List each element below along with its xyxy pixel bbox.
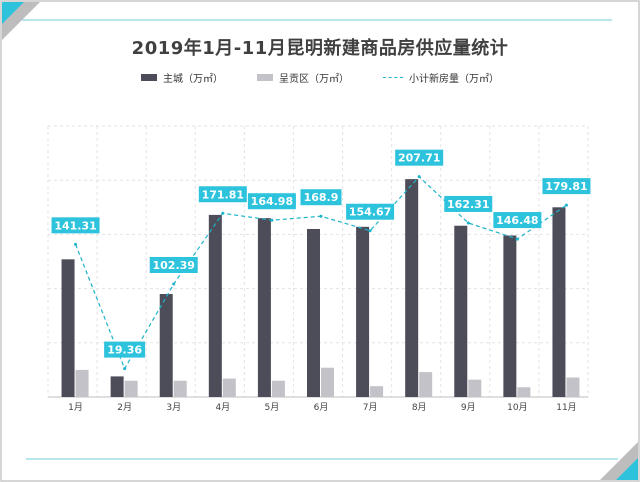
- data-label-box: [149, 256, 198, 273]
- data-label-box: [300, 189, 342, 206]
- data-label-box: [493, 212, 542, 229]
- bar-main-city: [208, 214, 222, 397]
- bar-main-city: [405, 179, 419, 397]
- bar-chenggong: [124, 380, 138, 397]
- data-label-box: [247, 193, 296, 210]
- bar-chenggong: [370, 386, 384, 397]
- bar-chenggong: [468, 379, 482, 397]
- data-label-box: [51, 217, 100, 234]
- data-label-box: [395, 149, 444, 166]
- data-label-box: [542, 178, 591, 195]
- data-label: 207.71: [398, 152, 440, 165]
- data-label: 162.31: [447, 198, 489, 211]
- point-subtotal: [172, 282, 176, 286]
- corner-decoration-bottom-right-accent: [616, 458, 638, 480]
- legend-swatch-subtotal: [383, 77, 403, 78]
- point-subtotal: [466, 221, 470, 225]
- data-label: 154.67: [349, 206, 391, 219]
- point-subtotal: [564, 203, 568, 207]
- data-label: 19.36: [107, 344, 142, 357]
- x-tick-label: 5月: [265, 402, 280, 413]
- bar-main-city: [503, 235, 517, 397]
- legend-swatch-main-city: [141, 74, 157, 81]
- bar-main-city: [356, 226, 370, 397]
- bar-chenggong: [271, 380, 285, 397]
- legend-item-main-city: 主城（万㎡）: [141, 70, 223, 85]
- legend-swatch-chenggong: [257, 74, 273, 81]
- data-label: 171.81: [202, 188, 244, 201]
- point-subtotal: [221, 211, 225, 215]
- data-label-box: [198, 186, 247, 203]
- chart-title: 2019年1月-11月昆明新建商品房供应量统计: [131, 38, 509, 59]
- bar-chenggong: [566, 377, 580, 397]
- point-subtotal: [319, 214, 323, 218]
- point-subtotal: [368, 229, 372, 233]
- corner-decoration-top-left-accent: [2, 2, 24, 24]
- bar-chenggong: [321, 367, 334, 397]
- bar-main-city: [454, 225, 468, 397]
- line-subtotal: [74, 175, 567, 370]
- data-label: 141.31: [54, 219, 96, 232]
- legend-label-subtotal: 小计新房量（万㎡）: [409, 74, 499, 85]
- data-label: 102.39: [153, 259, 195, 272]
- point-subtotal: [74, 242, 78, 246]
- legend-label-chenggong: 呈贡区（万㎡）: [279, 74, 349, 85]
- x-tick-label: 1月: [68, 402, 83, 413]
- bar-main-city: [159, 294, 173, 397]
- x-tick-label: 7月: [363, 402, 378, 413]
- legend-item-subtotal: 小计新房量（万㎡）: [383, 70, 499, 85]
- bar-main-city: [552, 207, 566, 397]
- bar-chenggong: [419, 372, 433, 397]
- point-subtotal: [270, 218, 274, 222]
- data-label: 179.81: [545, 180, 587, 193]
- data-label-box: [104, 341, 146, 358]
- data-label-box: [346, 203, 395, 220]
- legend-item-chenggong: 呈贡区（万㎡）: [257, 70, 349, 85]
- chart-legend: 主城（万㎡） 呈贡区（万㎡） 小计新房量（万㎡）: [0, 70, 640, 85]
- x-tick-label: 8月: [412, 402, 427, 413]
- x-tick-label: 3月: [166, 402, 181, 413]
- bar-chenggong: [517, 387, 531, 397]
- point-subtotal: [417, 175, 421, 179]
- data-label-box: [444, 195, 493, 212]
- bar-main-city: [257, 218, 271, 397]
- data-label: 168.9: [304, 191, 339, 204]
- legend-label-main-city: 主城（万㎡）: [163, 74, 223, 85]
- bar-main-city: [61, 259, 75, 397]
- bar-chenggong: [173, 380, 187, 397]
- x-tick-label: 10月: [507, 402, 527, 413]
- bar-chenggong: [75, 369, 89, 397]
- point-subtotal: [123, 367, 127, 371]
- x-tick-label: 6月: [314, 402, 329, 413]
- x-tick-label: 4月: [215, 402, 230, 413]
- data-label: 164.98: [251, 195, 293, 208]
- x-tick-label: 11月: [556, 402, 576, 413]
- x-tick-label: 9月: [461, 402, 476, 413]
- data-label: 146.48: [496, 214, 538, 227]
- x-tick-label: 2月: [117, 402, 132, 413]
- bar-main-city: [110, 376, 124, 397]
- bar-chenggong: [222, 378, 236, 397]
- point-subtotal: [515, 237, 519, 241]
- bar-main-city: [307, 228, 320, 397]
